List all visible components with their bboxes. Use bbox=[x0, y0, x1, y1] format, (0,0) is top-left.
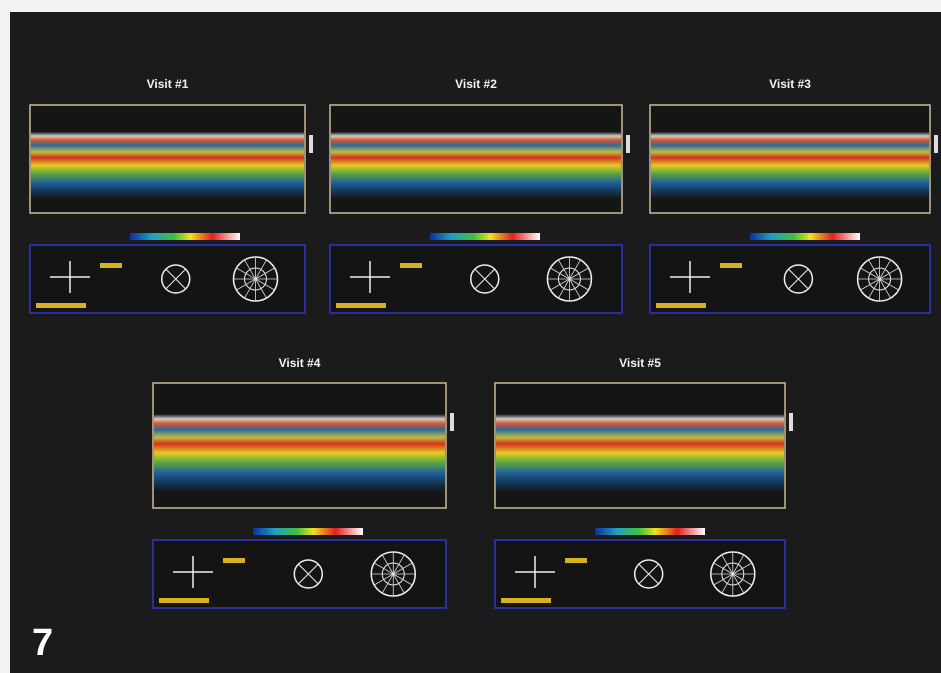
oct-scan-layers bbox=[496, 414, 784, 492]
oct-scan-layers bbox=[154, 414, 445, 492]
scale-bar bbox=[789, 413, 793, 431]
color-bar bbox=[750, 233, 860, 240]
oct-scan-layers bbox=[31, 132, 304, 199]
scale-bar bbox=[934, 135, 938, 153]
info-highlight bbox=[36, 303, 86, 308]
info-highlight bbox=[565, 558, 587, 563]
color-bar bbox=[595, 528, 705, 535]
panel-title: Visit #1 bbox=[147, 77, 189, 91]
panel-title: Visit #5 bbox=[619, 356, 661, 370]
oct-scan-layers bbox=[331, 132, 621, 199]
scale-bar bbox=[626, 135, 630, 153]
figure: 7 Visit #1 Visit #2 Visit #3 Visit #4 Visit … bbox=[0, 0, 941, 673]
info-highlight bbox=[223, 558, 245, 563]
color-bar bbox=[430, 233, 540, 240]
info-highlight bbox=[100, 263, 122, 268]
panel-title: Visit #4 bbox=[279, 356, 321, 370]
oct-scan-layers bbox=[651, 132, 929, 199]
scale-bar bbox=[450, 413, 454, 431]
info-highlight bbox=[720, 263, 742, 268]
panel-title: Visit #3 bbox=[769, 77, 811, 91]
color-bar bbox=[253, 528, 363, 535]
info-highlight bbox=[336, 303, 386, 308]
info-highlight bbox=[400, 263, 422, 268]
scale-bar bbox=[309, 135, 313, 153]
figure-label: 7 bbox=[32, 622, 53, 664]
color-bar bbox=[130, 233, 240, 240]
info-highlight bbox=[656, 303, 706, 308]
info-highlight bbox=[159, 598, 209, 603]
page: 7 Visit #1 Visit #2 Visit #3 Visit #4 Visit … bbox=[0, 0, 941, 673]
info-highlight bbox=[501, 598, 551, 603]
panel-title: Visit #2 bbox=[455, 77, 497, 91]
